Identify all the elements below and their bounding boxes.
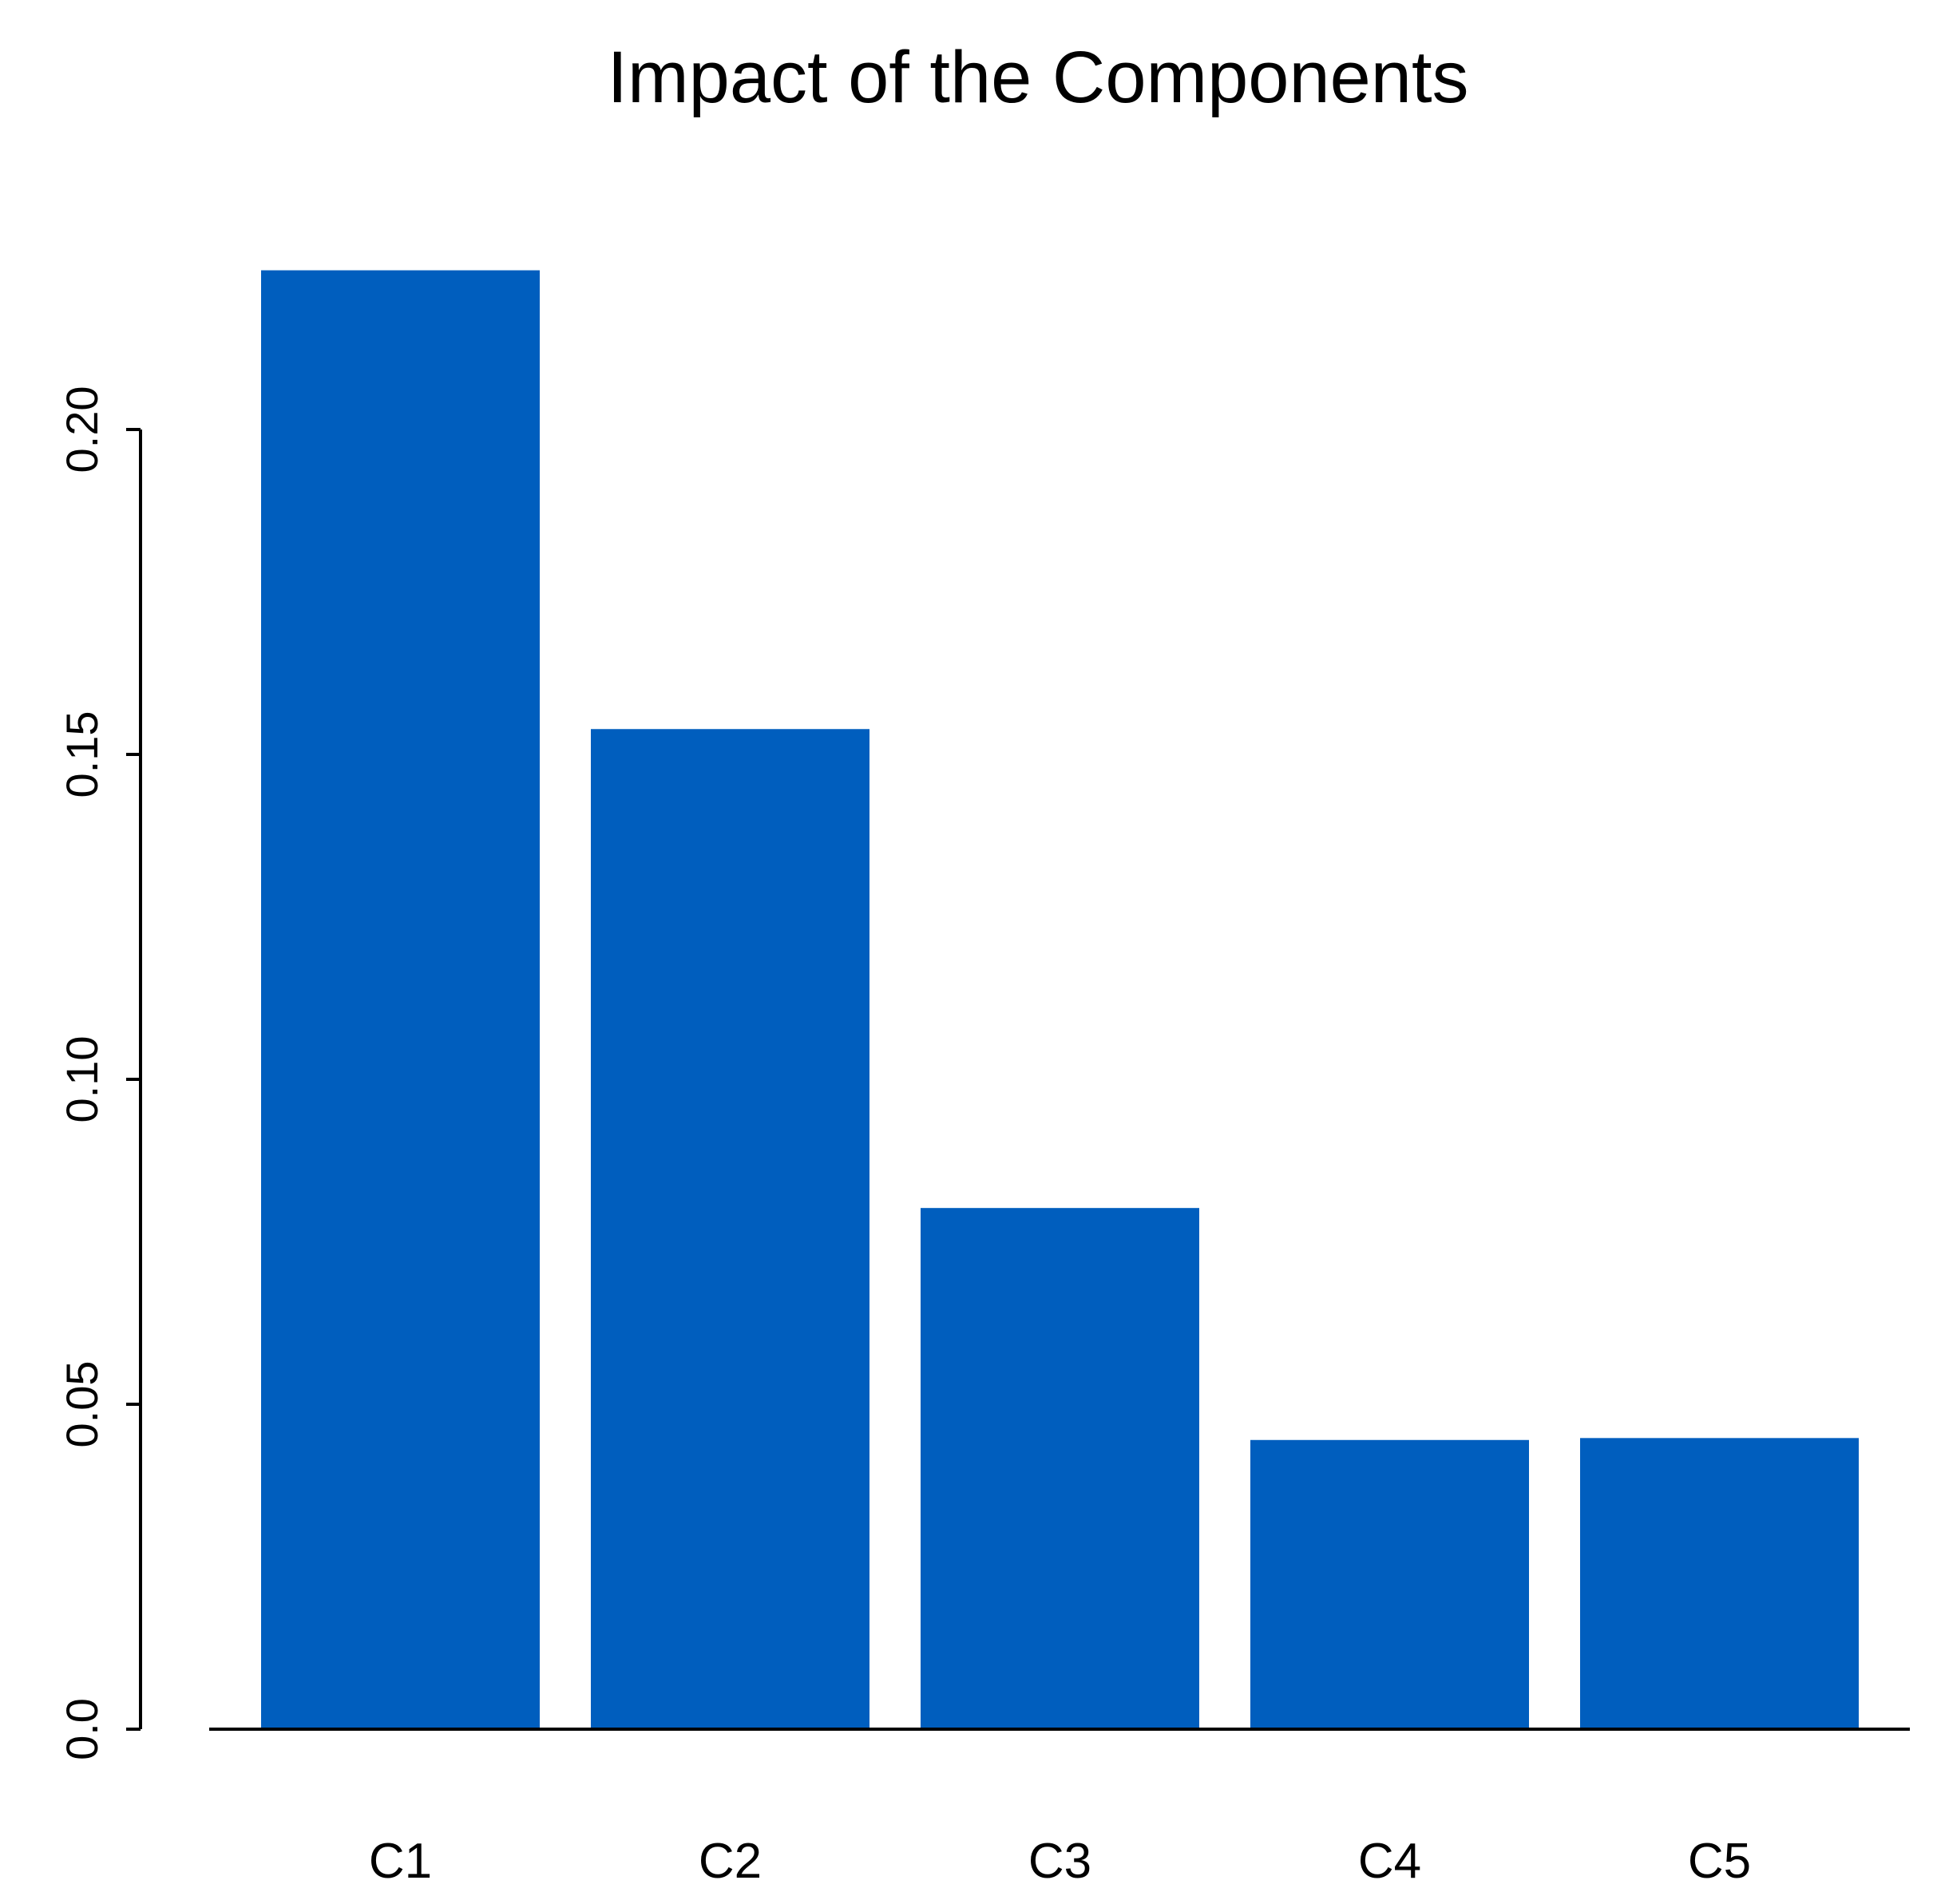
bar-c3 — [921, 1208, 1199, 1729]
y-tick-label: 0.10 — [57, 1036, 107, 1123]
bars-group — [261, 270, 1859, 1729]
y-tick-label: 0.15 — [57, 711, 107, 798]
bar-c5 — [1580, 1438, 1859, 1729]
x-category-label: C4 — [1358, 1834, 1421, 1889]
y-tick-label: 0.20 — [57, 386, 107, 473]
x-category-label: C2 — [699, 1834, 762, 1889]
x-category-label: C5 — [1688, 1834, 1751, 1889]
chart-title: Impact of the Components — [607, 37, 1468, 118]
bar-c2 — [591, 729, 869, 1729]
x-axis: C1 C2 C3 C4 C5 — [209, 1728, 1910, 1889]
bar-c1 — [261, 270, 540, 1729]
y-axis: 0.0 0.05 0.10 0.15 0.20 — [57, 386, 142, 1760]
y-tick-label: 0.05 — [57, 1361, 107, 1448]
bar-c4 — [1250, 1439, 1529, 1729]
y-tick-label: 0.0 — [57, 1698, 107, 1760]
x-category-label: C3 — [1028, 1834, 1091, 1889]
x-category-label: C1 — [369, 1834, 432, 1889]
